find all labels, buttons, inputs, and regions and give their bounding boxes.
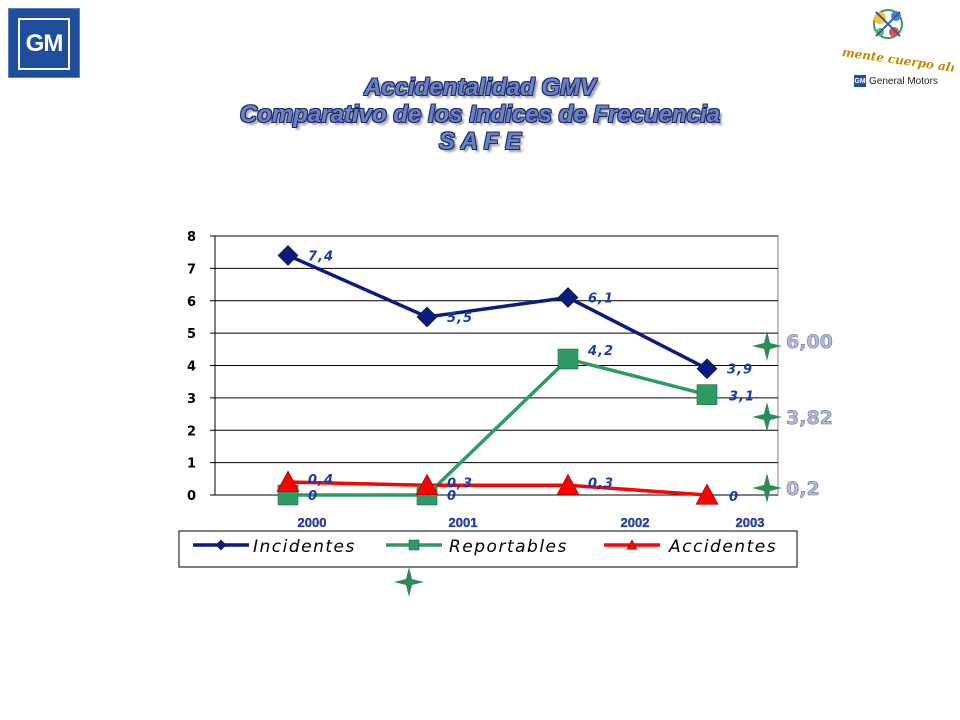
data-label: 0	[729, 490, 739, 505]
title-line-3: S A F E	[438, 128, 522, 155]
y-tick-label: 6	[187, 295, 196, 310]
y-tick-label: 5	[187, 327, 196, 342]
target-value-label: 0,2	[786, 478, 820, 500]
target-labels: 6,00 3,82 0,2	[786, 331, 833, 501]
brand-gm-badge: GM	[854, 75, 866, 87]
data-label: 0,3	[447, 476, 473, 491]
x-tick-label: 2002	[621, 515, 650, 530]
page-title: Accidentalidad GMV Comparativo de los In…	[140, 74, 820, 155]
data-label: 6,1	[588, 292, 614, 307]
data-label: 5,5	[447, 311, 473, 326]
data-point	[557, 348, 579, 370]
x-tick-label: 2000	[298, 515, 327, 530]
data-point	[415, 473, 439, 495]
gm-logo-text: GM	[25, 30, 64, 57]
gm-logo: GM	[8, 8, 80, 78]
y-tick-label: 2	[187, 424, 196, 439]
legend-box	[178, 530, 798, 568]
data-point	[695, 483, 719, 505]
legend-marker	[215, 539, 227, 551]
target-value-label: 6,00	[786, 331, 833, 353]
four-point-star-icon	[752, 473, 782, 503]
data-label: 0,4	[308, 473, 334, 488]
y-tick-label: 1	[187, 457, 196, 472]
legend-label: Accidentes	[668, 537, 777, 557]
brand-company-name: General Motors	[869, 75, 938, 87]
data-label: 7,4	[308, 249, 334, 264]
series-line	[288, 357, 708, 497]
brand-company: GM General Motors	[854, 75, 938, 87]
x-tick-label: 2001	[449, 515, 478, 530]
chart-axes: 0 1 2 3 4 5 6 7 8 2000 2001 2002 2003	[187, 230, 765, 530]
title-line-2: Comparativo de los Indices de Frecuencia	[239, 101, 721, 128]
star-markers	[394, 331, 782, 597]
molecule-icon	[873, 9, 903, 39]
data-point	[696, 358, 718, 380]
y-tick-label: 3	[187, 392, 196, 407]
title-line-1: Accidentalidad GMV	[363, 74, 597, 101]
y-tick-label: 4	[187, 360, 196, 375]
data-point	[556, 473, 580, 495]
x-tick-label: 2003	[736, 515, 765, 530]
chart-series: 0 04,23,17,45,56,13,90,4 0,3 0,30	[276, 245, 755, 506]
y-tick-label: 8	[187, 230, 196, 245]
four-point-star-icon	[752, 402, 782, 432]
legend-marker	[408, 539, 420, 551]
data-point	[696, 384, 718, 405]
legend-marker	[626, 539, 638, 550]
brand-logo-icon: mente cuerpo alma	[841, 9, 954, 77]
data-point	[277, 245, 299, 266]
data-label: 0,3	[588, 476, 614, 491]
series-line	[287, 253, 708, 371]
chart-grid	[214, 235, 779, 496]
data-label: 0	[308, 489, 318, 504]
legend-label: Incidentes	[253, 537, 356, 557]
gm-logo-frame: GM	[18, 18, 70, 70]
chart-legend: Incidentes Reportables Accidentes	[178, 530, 798, 568]
four-point-star-icon	[394, 567, 424, 597]
data-label: 4,2	[587, 344, 614, 359]
data-point	[276, 470, 300, 492]
data-label: 0	[447, 489, 457, 504]
y-tick-label: 0	[187, 489, 196, 504]
data-point	[557, 287, 579, 308]
legend-label: Reportables	[449, 537, 568, 557]
target-value-label: 3,82	[786, 407, 833, 429]
y-tick-label: 7	[187, 262, 196, 277]
data-label: 3,1	[729, 390, 755, 405]
four-point-star-icon	[752, 331, 782, 361]
data-label: 3,9	[727, 363, 753, 378]
series-line	[287, 480, 708, 497]
data-point	[416, 306, 438, 328]
